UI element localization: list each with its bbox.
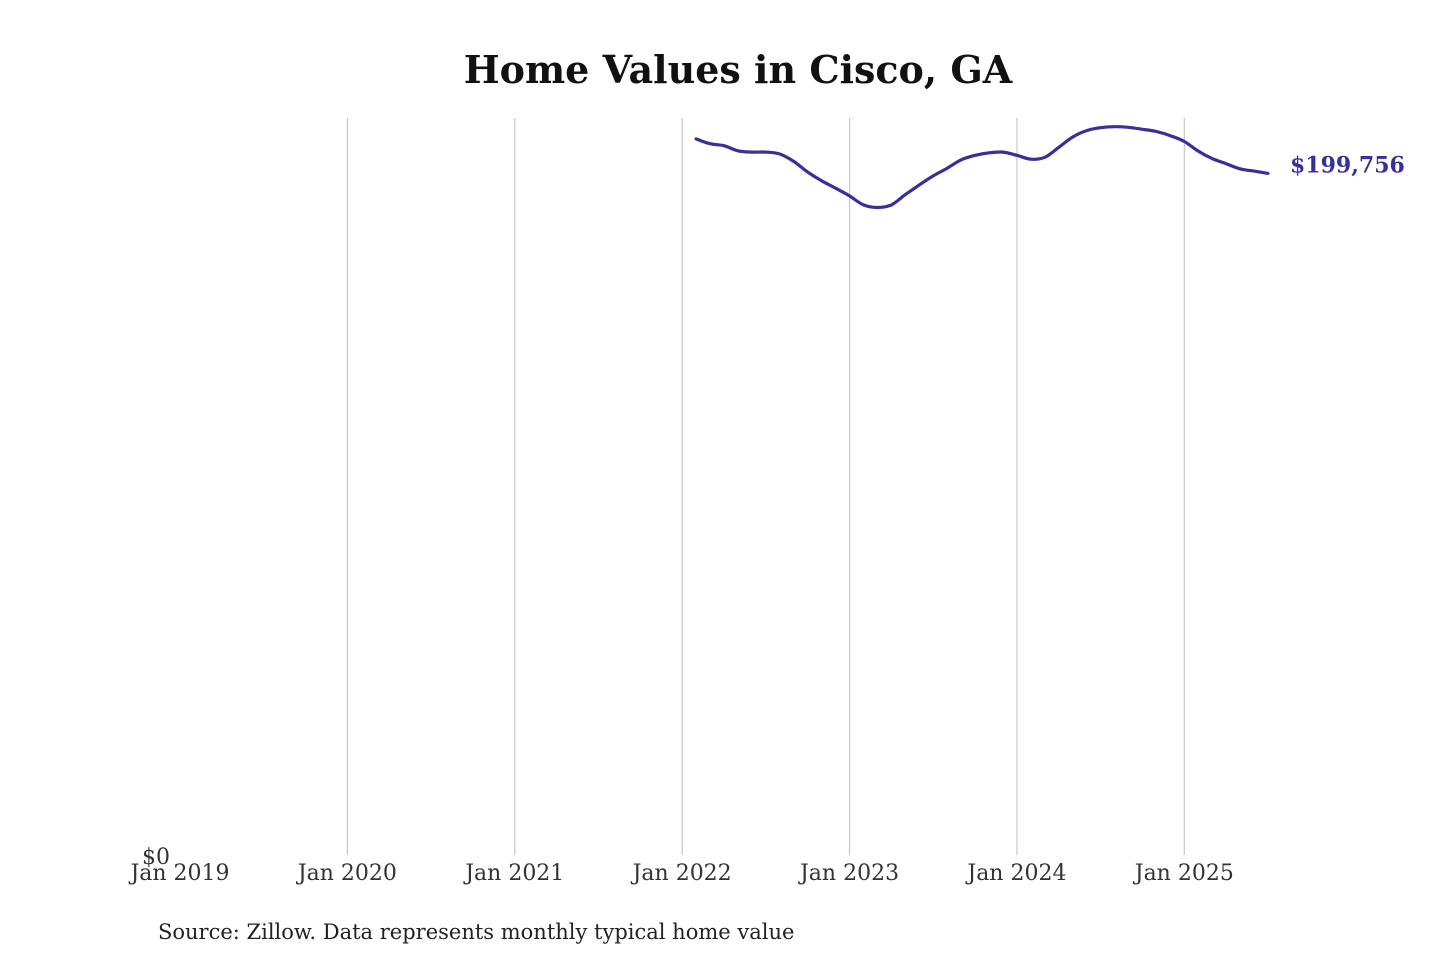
source-note: Source: Zillow. Data represents monthly …: [158, 920, 794, 944]
end-value-label: $199,756: [1290, 152, 1405, 178]
x-tick-label: Jan 2024: [965, 861, 1066, 886]
x-tick-label: Jan 2019: [128, 861, 229, 886]
series-line: [694, 125, 1270, 210]
x-tick-label: Jan 2020: [296, 861, 397, 886]
x-tick-label: Jan 2021: [463, 861, 564, 886]
x-tick-label: Jan 2025: [1133, 861, 1234, 886]
series-layer: [694, 125, 1270, 210]
gridlines: [346, 118, 1185, 855]
chart-title: Home Values in Cisco, GA: [464, 47, 1013, 92]
y-tick-label: $0: [142, 845, 170, 870]
axis-ticks: Jan 2019 Jan 2020 Jan 2021 Jan 2022 Jan 2023…: [128, 845, 1233, 886]
x-tick-label: Jan 2023: [798, 861, 899, 886]
x-tick-label: Jan 2022: [631, 861, 732, 886]
